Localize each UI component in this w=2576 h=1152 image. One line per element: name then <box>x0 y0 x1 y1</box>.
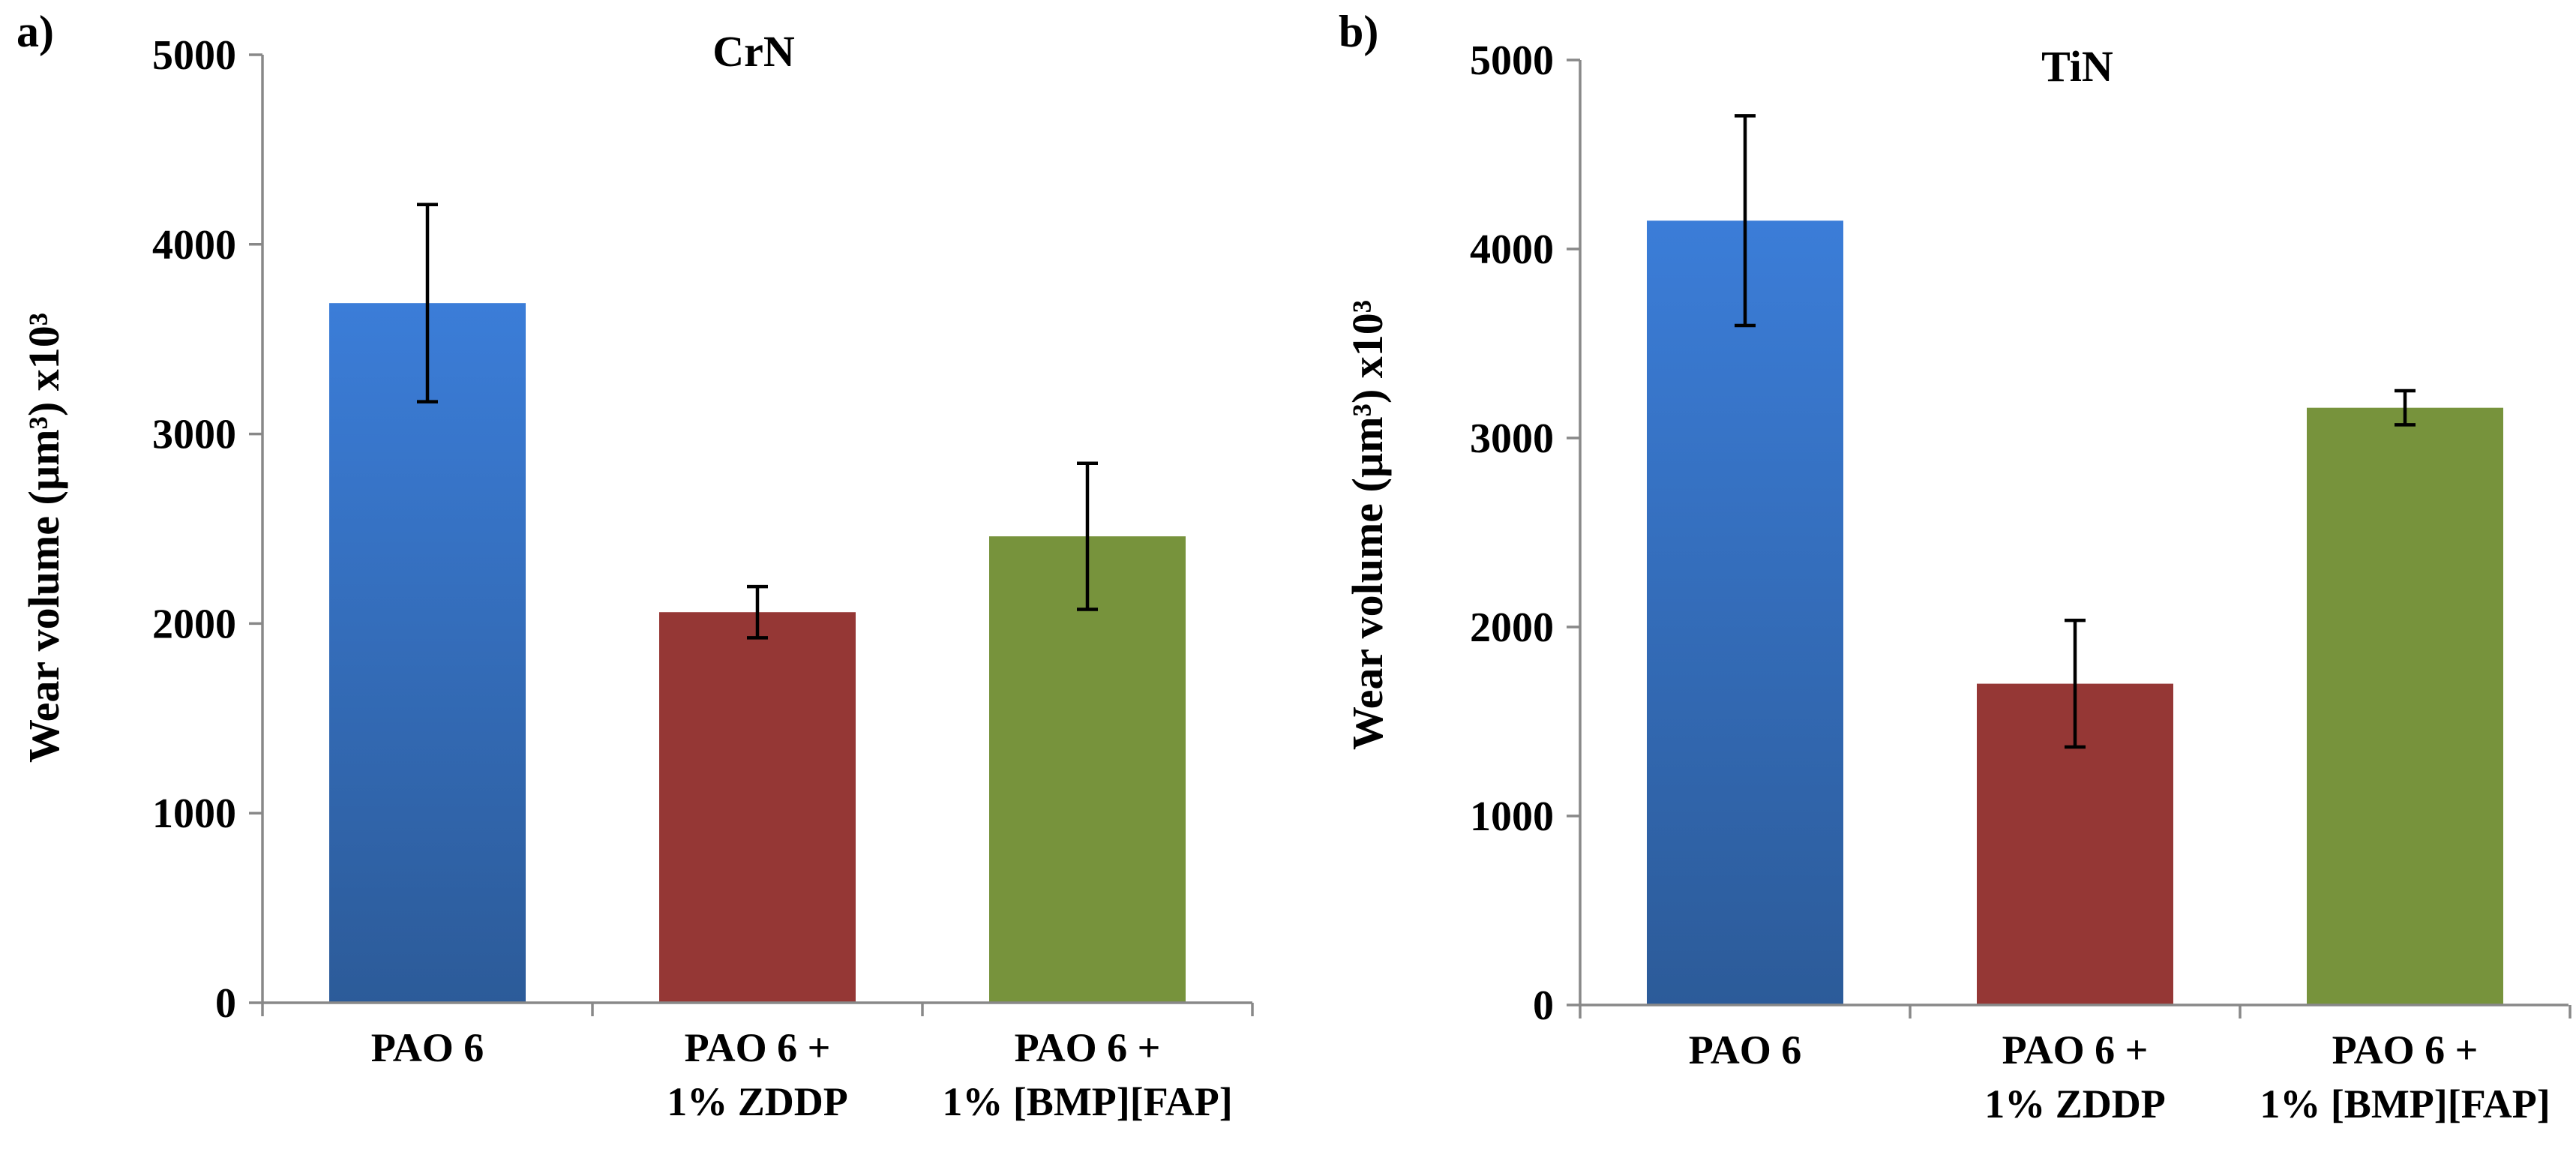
x-tick-label: PAO 6 + <box>685 1025 831 1070</box>
y-tick-label: 2000 <box>152 601 236 647</box>
x-tick-labels: PAO 6 PAO 6 + 1% ZDDP PAO 6 + 1% [BMP][FAP] <box>1689 1028 2551 1126</box>
x-tick-label: 1% ZDDP <box>667 1079 848 1124</box>
y-tick-label: 2000 <box>1470 604 1554 651</box>
bar <box>2307 407 2503 1005</box>
y-tick-label: 3000 <box>152 412 236 458</box>
y-tick-label: 4000 <box>152 222 236 268</box>
chart-panel-crn: a) CrN Wear volume (µm³) x10³ 0 1000 2000 3… <box>16 7 1254 1124</box>
y-tick-label: 1000 <box>1470 794 1554 840</box>
x-tick-label: PAO 6 + <box>1015 1025 1161 1070</box>
panel-label: a) <box>16 7 54 56</box>
y-tick-label: 0 <box>1533 982 1554 1029</box>
axes <box>1567 58 2572 1018</box>
bar <box>989 536 1186 1003</box>
x-tick-labels: PAO 6 PAO 6 + 1% ZDDP PAO 6 + 1% [BMP][FAP] <box>371 1025 1233 1124</box>
y-axis-label: Wear volume (µm³) x10³ <box>1343 300 1392 750</box>
y-ticks: 0 1000 2000 3000 4000 5000 <box>152 32 236 1027</box>
x-tick-label: PAO 6 + <box>2332 1028 2479 1072</box>
bars <box>329 303 1186 1004</box>
y-tick-label: 5000 <box>1470 38 1554 84</box>
chart-panel-tin: b) TiN Wear volume (µm³) x10³ 0 1000 2000 3… <box>1339 7 2572 1126</box>
x-tick-label: 1% ZDDP <box>1984 1082 2166 1126</box>
y-ticks: 0 1000 2000 3000 4000 5000 <box>1470 38 1554 1029</box>
bar <box>659 612 856 1003</box>
chart-title: TiN <box>2041 42 2113 91</box>
error-bars <box>417 202 1098 640</box>
chart-title: CrN <box>712 27 795 76</box>
y-tick-label: 3000 <box>1470 416 1554 462</box>
error-bars <box>1735 114 2416 749</box>
y-tick-label: 5000 <box>152 32 236 79</box>
axes <box>249 53 1254 1016</box>
panel-label: b) <box>1339 7 1378 56</box>
x-tick-label: 1% [BMP][FAP] <box>2260 1082 2550 1126</box>
y-axis-label: Wear volume (µm³) x10³ <box>19 313 68 763</box>
x-tick-label: 1% [BMP][FAP] <box>942 1079 1232 1124</box>
x-tick-label: PAO 6 + <box>2002 1028 2149 1072</box>
y-tick-label: 1000 <box>152 790 236 837</box>
bar <box>1647 220 1843 1006</box>
x-tick-label: PAO 6 <box>1689 1028 1801 1072</box>
y-tick-label: 4000 <box>1470 226 1554 273</box>
bars <box>1647 220 2503 1006</box>
bar <box>329 303 526 1004</box>
x-tick-label: PAO 6 <box>371 1025 484 1070</box>
y-tick-label: 0 <box>215 980 236 1027</box>
